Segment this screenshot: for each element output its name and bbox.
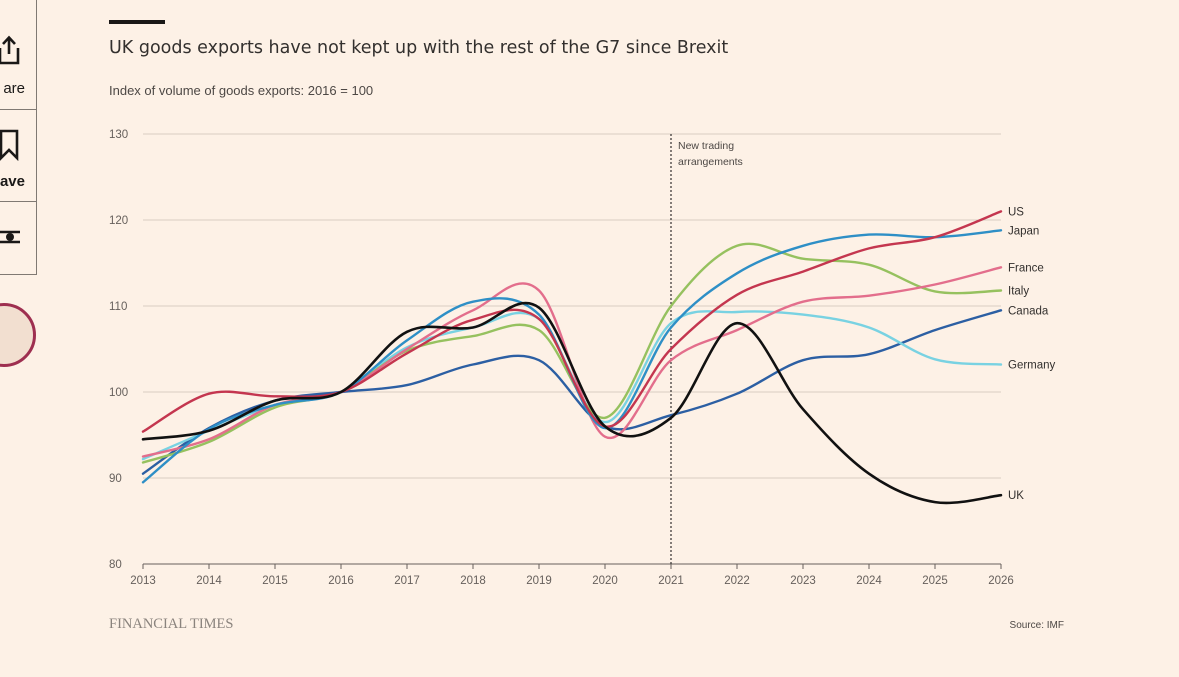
sliders-icon — [0, 230, 20, 244]
series-line-germany — [141, 310, 1003, 461]
annotation-line-2: arrangements — [678, 156, 743, 168]
series-line-france — [141, 266, 1003, 458]
x-tick-label: 2020 — [592, 575, 618, 587]
x-tick-label: 2015 — [262, 575, 288, 587]
y-tick-label: 90 — [109, 473, 122, 485]
series-lines — [141, 210, 1003, 505]
series-label-canada: Canada — [1008, 305, 1049, 317]
series-label-uk: UK — [1008, 490, 1024, 502]
series-label-france: France — [1008, 262, 1044, 274]
save-button[interactable]: ave — [0, 110, 36, 202]
y-tick-label: 130 — [109, 129, 128, 141]
series-line-uk — [141, 301, 1003, 505]
series-labels: US Japan France Italy Canada Germany UK — [1008, 206, 1056, 502]
x-tick-label: 2014 — [196, 575, 222, 587]
annotation: New trading arrangements — [670, 134, 743, 564]
settings-button[interactable] — [0, 202, 36, 274]
brand-logo: FINANCIAL TIMES — [109, 616, 233, 632]
x-tick-label: 2023 — [790, 575, 816, 587]
side-toolbar: are ave — [0, 0, 37, 275]
x-tick-label: 2021 — [658, 575, 684, 587]
share-icon — [0, 35, 20, 65]
x-axis: 2013 2014 2015 2016 2017 2018 2019 2020 2021 2022… — [130, 564, 1014, 587]
x-tick-label: 2022 — [724, 575, 750, 587]
x-tick-label: 2016 — [328, 575, 354, 587]
x-tick-label: 2013 — [130, 575, 156, 587]
series-label-us: US — [1008, 206, 1024, 218]
x-tick-label: 2024 — [856, 575, 882, 587]
y-tick-label: 110 — [109, 301, 127, 313]
chart-subtitle: Index of volume of goods exports: 2016 =… — [109, 83, 373, 98]
annotation-text: New trading arrangements — [678, 140, 743, 168]
y-tick-label: 80 — [109, 559, 122, 571]
y-axis-ticks: 80 90 100 110 120 130 — [109, 129, 128, 571]
series-line-japan — [141, 229, 1003, 484]
save-label: ave — [0, 173, 25, 190]
gridlines — [143, 133, 1001, 565]
y-tick-label: 120 — [109, 215, 128, 227]
annotation-line-1: New trading — [678, 140, 734, 152]
chart-title: UK goods exports have not kept up with t… — [109, 38, 728, 58]
title-accent-bar — [109, 20, 165, 24]
x-tick-label: 2018 — [460, 575, 486, 587]
series-line-us — [141, 210, 1003, 433]
x-tick-label: 2025 — [922, 575, 948, 587]
y-tick-label: 100 — [109, 387, 128, 399]
series-label-japan: Japan — [1008, 225, 1039, 237]
x-tick-label: 2026 — [988, 575, 1014, 587]
series-label-germany: Germany — [1008, 359, 1056, 371]
bookmark-icon — [0, 129, 19, 162]
source-note: Source: IMF — [1010, 620, 1064, 631]
share-label: are — [3, 80, 25, 97]
x-tick-label: 2017 — [394, 575, 420, 587]
share-button[interactable]: are — [0, 18, 36, 110]
x-tick-label: 2019 — [526, 575, 552, 587]
series-label-italy: Italy — [1008, 286, 1029, 298]
